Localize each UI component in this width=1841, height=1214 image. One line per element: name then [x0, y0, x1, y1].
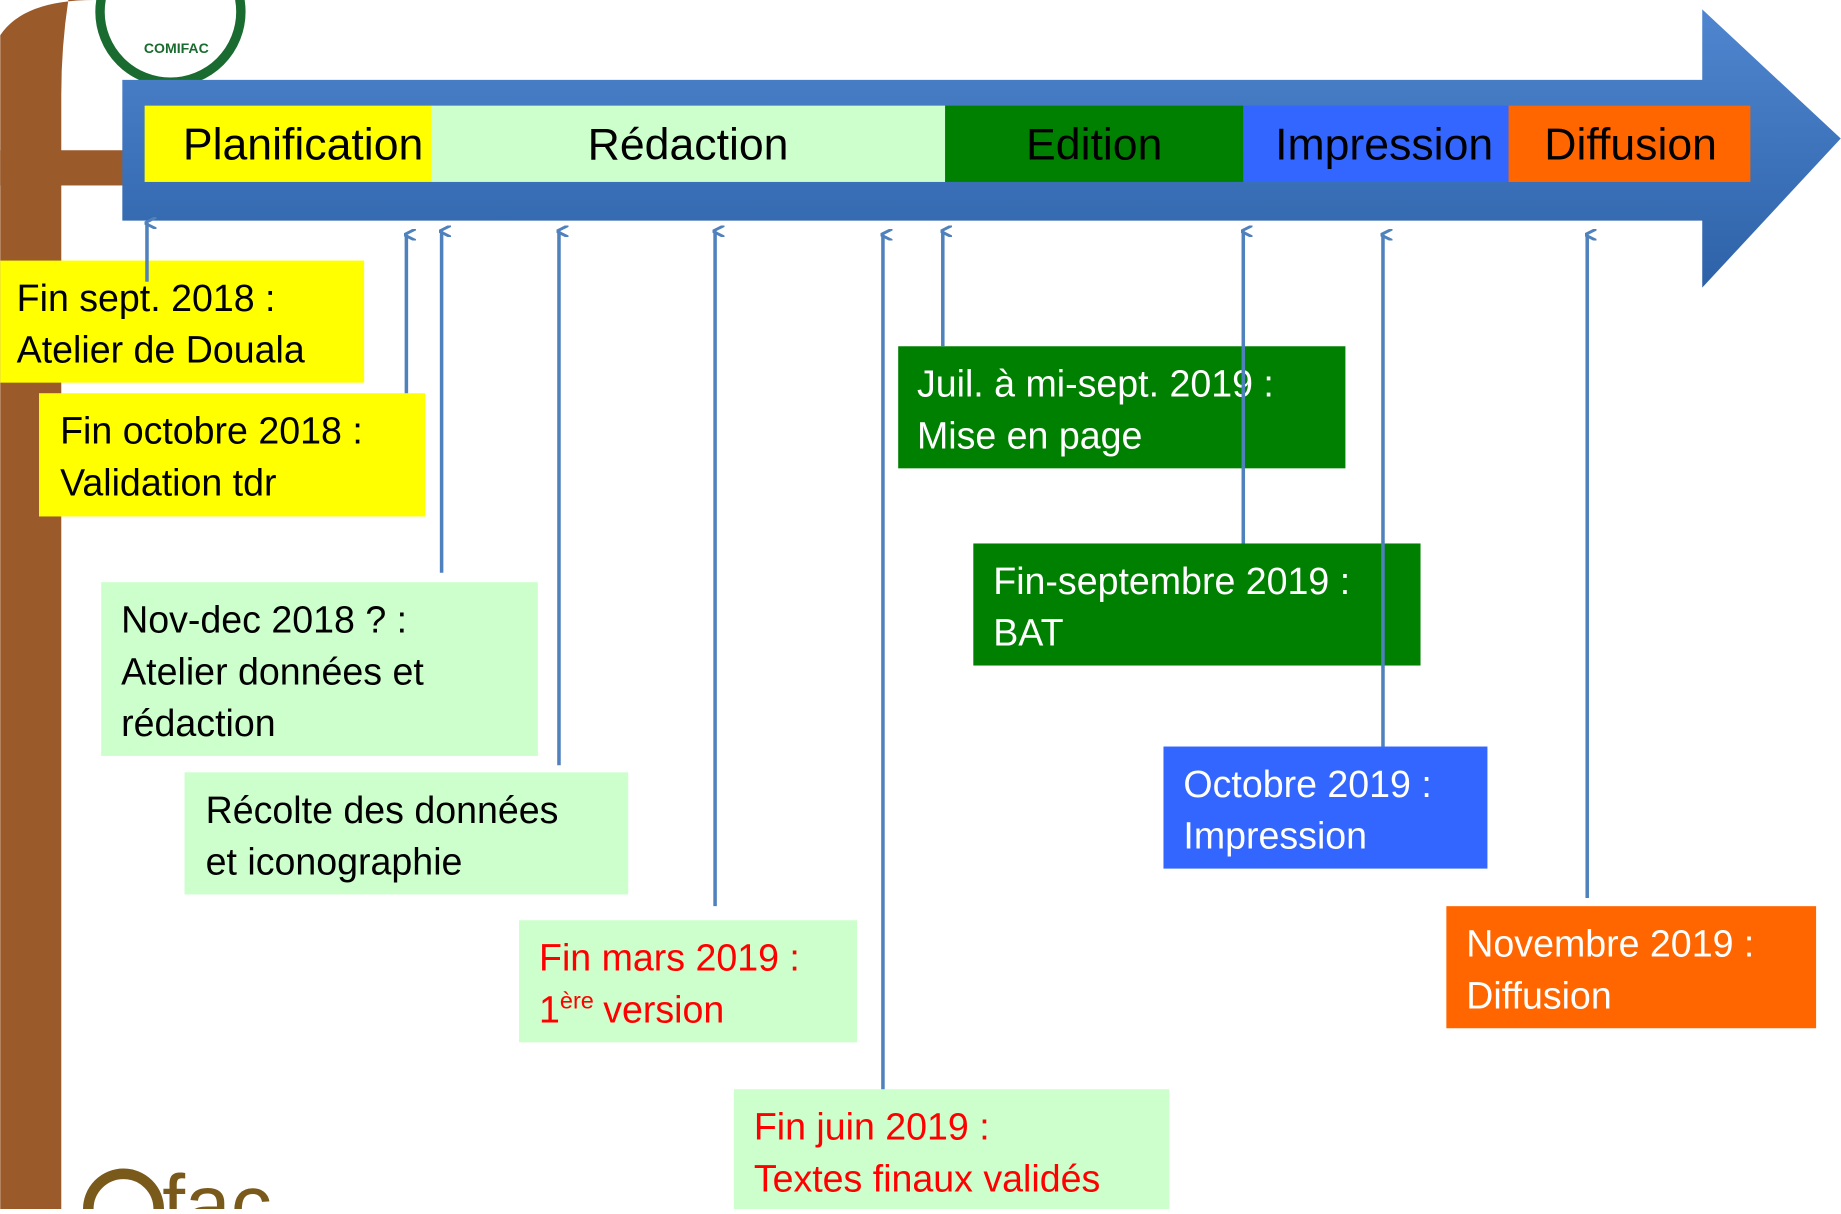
milestone: Octobre 2019 : Impression [1163, 747, 1487, 869]
milestone-text: et iconographie [206, 840, 463, 882]
ordinal-number: 1 [539, 988, 560, 1030]
milestone-text: Récolte des données [206, 789, 559, 831]
milestone-text: Fin sept. 2018 : [17, 277, 276, 319]
slide: COMIFAC Planification Rédaction Edition Imp… [0, 0, 1841, 1209]
phase-label: Planification [183, 121, 423, 170]
tree-branch [0, 150, 129, 185]
milestone-text: rédaction [121, 702, 275, 744]
milestone: Fin-septembre 2019 : BAT [973, 543, 1420, 665]
milestone: Fin sept. 2018 : Atelier de Douala [0, 261, 364, 383]
ordinal-rest: version [603, 988, 724, 1030]
milestone: Fin octobre 2018 : Validation tdr [39, 393, 425, 516]
milestone-text: Octobre 2019 : [1183, 763, 1431, 805]
milestone-text: Impression [1183, 815, 1367, 857]
milestone-text: Mise en page [917, 414, 1142, 456]
milestone: Fin juin 2019 : Textes finaux validés [734, 1089, 1169, 1209]
page: COMIFAC Planification Rédaction Edition Imp… [0, 0, 1841, 1209]
milestone: Juil. à mi-sept. 2019 : Mise en page [898, 346, 1345, 468]
milestone-text: Textes finaux validés [754, 1157, 1100, 1199]
milestone-text: Fin octobre 2018 : [60, 410, 363, 452]
milestone-text: Fin juin 2019 : [754, 1106, 990, 1148]
milestone: Fin mars 2019 : 1ère version [519, 920, 857, 1042]
milestone-text: Fin mars 2019 : [539, 937, 800, 979]
phase-label: Diffusion [1544, 121, 1717, 170]
logo-comifac: COMIFAC [100, 0, 241, 82]
phase-label: Rédaction [588, 121, 789, 170]
milestone-text: Diffusion [1466, 974, 1611, 1016]
milestone-text: BAT [993, 612, 1063, 654]
milestone: Nov-dec 2018 ? : Atelier données et rédact… [101, 582, 538, 756]
milestone-text: Atelier de Douala [17, 329, 305, 371]
milestone-text: Nov-dec 2018 ? : [121, 599, 407, 641]
milestone: Récolte des données et iconographie [185, 772, 629, 894]
milestone: Novembre 2019 : Diffusion [1446, 906, 1816, 1028]
phase-label: Impression [1275, 121, 1493, 170]
logo-o [88, 1174, 158, 1209]
logo-text: COMIFAC [144, 40, 209, 56]
milestone-text: Validation tdr [60, 461, 276, 503]
milestone-text: Atelier données et [121, 650, 424, 692]
milestone-text: Juil. à mi-sept. 2019 : [917, 363, 1274, 405]
milestone-text: Fin-septembre 2019 : [993, 560, 1350, 602]
ordinal-suffix: ère [560, 987, 594, 1013]
milestone-text: Novembre 2019 : [1466, 923, 1754, 965]
logo-text: fac [162, 1159, 272, 1209]
logo-ofac: fac [88, 1159, 272, 1209]
phase-label: Edition [1026, 121, 1162, 170]
